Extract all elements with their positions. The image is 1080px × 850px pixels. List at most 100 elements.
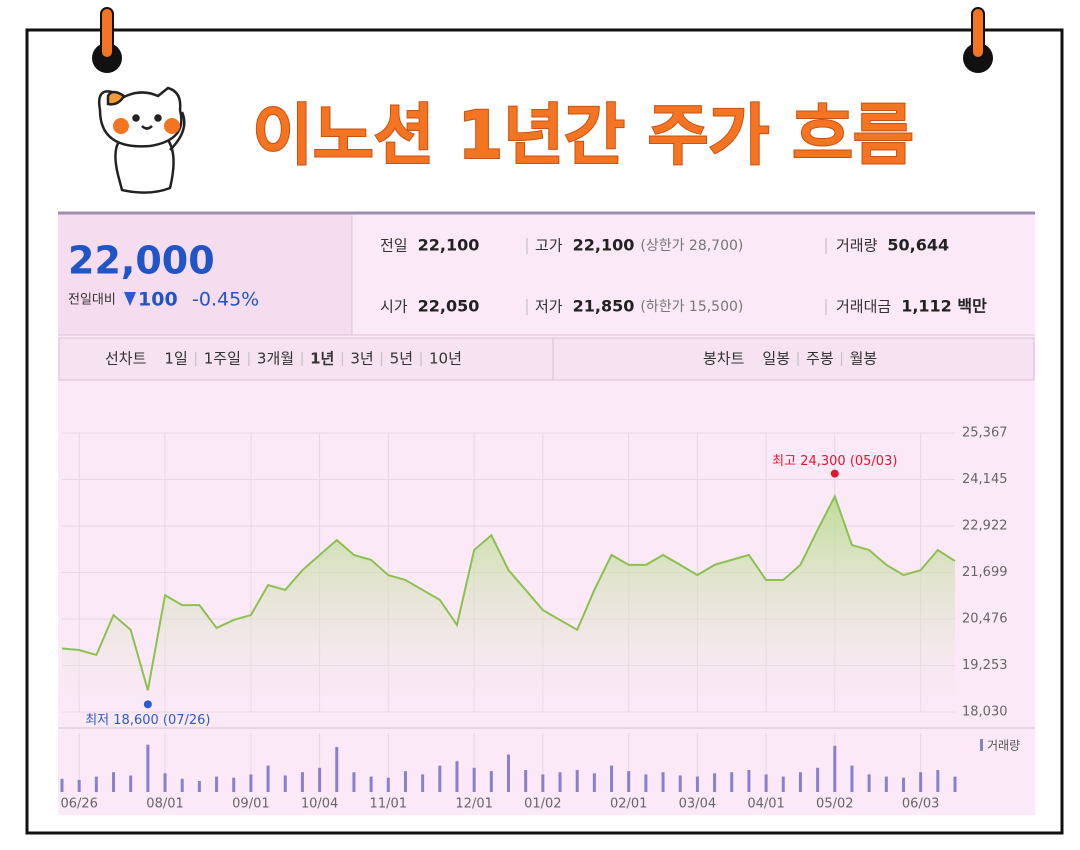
volume-bar <box>249 774 253 792</box>
tab[interactable]: 1년 <box>310 350 334 368</box>
tab[interactable]: 주봉 <box>806 350 834 368</box>
volume-bar <box>833 745 837 792</box>
change: 100 <box>138 289 178 311</box>
volume-bar <box>129 775 133 792</box>
summary-value: 50,644 <box>887 236 949 255</box>
chart: 18,030 19,253 20,476 21,699 22,922 24,145 25,3… <box>60 426 1020 812</box>
volume-bar <box>713 773 717 792</box>
tab-bar <box>58 337 1035 381</box>
volume-bar <box>421 774 425 792</box>
volume-bar <box>884 776 888 792</box>
down-arrow <box>124 292 136 306</box>
volume-bar <box>438 765 442 792</box>
price-cell <box>58 214 352 335</box>
cat-icon <box>98 86 186 194</box>
summary-value: 22,100 <box>573 236 635 255</box>
summary-label: 거래량 <box>836 237 878 255</box>
tab[interactable]: 3년 <box>350 350 373 368</box>
volume-bar <box>283 775 287 792</box>
volume-bar <box>747 770 751 792</box>
x-tick-label: 09/01 <box>232 797 269 812</box>
summary-note: (상한가 28,700) <box>640 238 743 254</box>
summary-label: 저가 <box>535 298 563 316</box>
volume-bar <box>318 767 322 792</box>
summary-note: (하한가 15,500) <box>640 299 743 315</box>
tab[interactable]: 5년 <box>390 350 413 368</box>
volume-bar <box>266 765 270 792</box>
x-tick-label: 12/01 <box>455 797 492 812</box>
x-tick-label: 10/04 <box>301 797 338 812</box>
y-tick-label: 20,476 <box>962 611 1008 626</box>
y-tick-label: 21,699 <box>962 565 1008 580</box>
volume-bar <box>678 775 682 792</box>
volume-bar <box>215 776 219 792</box>
volume-bar <box>77 779 81 792</box>
volume-bar <box>730 772 734 792</box>
volume-bar <box>936 770 940 792</box>
volume-bar <box>558 772 562 792</box>
volume-bar <box>867 774 871 792</box>
pin <box>963 7 993 73</box>
volume-bar <box>300 772 304 792</box>
y-tick-label: 18,030 <box>962 705 1008 720</box>
summary-value: 22,050 <box>418 297 480 316</box>
y-tick-label: 19,253 <box>962 658 1008 673</box>
volume-bar <box>163 773 167 792</box>
volume-bar <box>472 767 476 792</box>
volume-bar <box>541 774 545 792</box>
volume-bar <box>816 767 820 792</box>
summary-value: 21,850 <box>573 297 635 316</box>
volume-bar <box>919 772 923 792</box>
volume-bar <box>901 777 905 792</box>
volume-bar <box>232 777 236 792</box>
tab[interactable]: 1주일 <box>204 350 241 368</box>
x-tick-label: 11/01 <box>370 797 407 812</box>
summary-items: 전일 22,100 고가 22,100 (상한가 28,700) 거래량 50,644 시가 2… <box>380 236 987 316</box>
tab[interactable]: 3개월 <box>257 350 294 368</box>
tab[interactable]: 10년 <box>429 350 462 368</box>
summary-value: 22,100 <box>418 236 480 255</box>
x-tick-label: 01/02 <box>524 797 561 812</box>
volume-bar <box>781 776 785 792</box>
volume-bar <box>386 777 390 792</box>
volume-bar <box>335 746 339 792</box>
change-pct: -0.45% <box>192 289 259 311</box>
summary-value: 1,112 백만 <box>901 297 987 316</box>
y-tick-label: 25,367 <box>962 426 1008 441</box>
volume-bar <box>592 773 596 792</box>
tabs: 선차트 1일 1주일 3개월 1년 3년 5년 10년 봉차트 일봉 주봉 월봉 <box>105 350 877 368</box>
x-tick-label: 03/04 <box>679 797 716 812</box>
volume-bar <box>524 770 528 792</box>
volume-bar <box>507 754 510 792</box>
volume-bar <box>489 771 493 792</box>
volume-bar <box>94 776 98 792</box>
x-tick-label: 06/03 <box>902 797 939 812</box>
tab[interactable]: 1일 <box>164 350 187 368</box>
summary-label: 시가 <box>380 298 408 316</box>
current-price: 22,000 <box>68 239 215 283</box>
tab[interactable]: 일봉 <box>762 350 790 368</box>
high-label: 최고 24,300 (05/03) <box>772 454 897 469</box>
low-marker <box>143 700 152 709</box>
tab[interactable]: 월봉 <box>850 350 878 368</box>
x-tick-label: 02/01 <box>610 797 647 812</box>
tab-heading: 선차트 <box>105 350 147 368</box>
volume-bar <box>403 771 407 792</box>
page-title: 이노션 1년간 주가 흐름 <box>252 97 913 174</box>
volume-bar <box>627 771 631 792</box>
summary-label: 전일 <box>380 237 408 255</box>
volume-bar <box>180 778 184 792</box>
volume-bar <box>610 765 614 792</box>
legend-label: 거래량 <box>987 739 1020 753</box>
y-tick-label: 24,145 <box>962 472 1008 487</box>
high-marker <box>830 469 839 478</box>
volume-bar <box>146 744 150 792</box>
x-tick-label: 08/01 <box>146 797 183 812</box>
summary-label: 거래대금 <box>836 298 891 316</box>
volume-bar <box>352 772 356 792</box>
volume-bar <box>369 776 373 792</box>
volume-bar <box>850 765 854 792</box>
volume-bar <box>953 776 957 792</box>
volume-bar <box>197 781 201 792</box>
